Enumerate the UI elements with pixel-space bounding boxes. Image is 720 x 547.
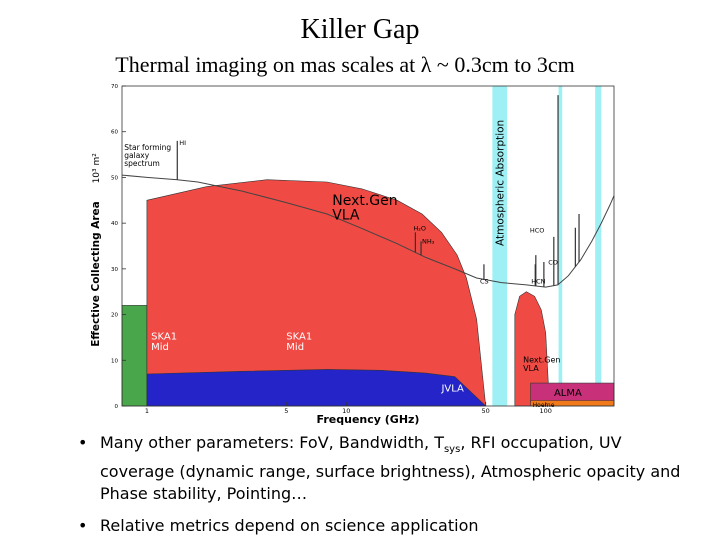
region-label: Next.Gen VLA: [523, 356, 560, 373]
region-label: Star forming galaxy spectrum: [124, 143, 171, 168]
region-label: JVLA: [440, 383, 464, 394]
bullet-item: Relative metrics depend on science appli…: [78, 515, 698, 537]
spectral-line-label: CS: [480, 278, 489, 286]
spectral-line-label: H₂O: [413, 224, 426, 232]
instrument-region: [121, 305, 148, 407]
x-tick-label: 5: [284, 407, 288, 415]
bullet-item: Many other parameters: FoV, Bandwidth, T…: [78, 432, 698, 505]
region-label: ALMA: [554, 388, 582, 399]
atmospheric-bands: Atmospheric Absorption: [492, 86, 602, 406]
spectral-line-label: HCN: [531, 278, 545, 286]
atmospheric-band: [558, 86, 563, 406]
slide-subtitle: Thermal imaging on mas scales at λ ~ 0.3…: [115, 52, 575, 77]
slide-title: Killer Gap: [300, 14, 420, 45]
plot-frame: [121, 85, 615, 407]
y-tick-label: 0: [115, 404, 119, 410]
chart-axes: 0 10 20 30 40 50 60 70 1 5 10 50 100 Frequency (GHz) E…: [90, 84, 615, 426]
y-tick-label: 40: [111, 221, 118, 227]
y-tick-label: 50: [111, 175, 118, 181]
bullet-text: , RFI occupation, UV coverage (dynamic r…: [100, 433, 681, 504]
region-label: SKA1 Mid: [151, 332, 177, 354]
y-tick-label: 20: [111, 313, 118, 319]
bullet-text: Many other parameters: FoV, Bandwidth, T: [100, 433, 444, 452]
galaxy-spectrum: HI H₂O NH₃ CS HCN HCO CO: [121, 95, 615, 288]
y-tick-label: 10: [111, 358, 118, 364]
collecting-area-chart: Atmospheric Absorption HI H₂O NH₃ CS HCN HCO C…: [90, 84, 615, 426]
region-label: SKA1 Mid: [286, 332, 312, 354]
atmospheric-absorption-label: Atmospheric Absorption: [495, 120, 507, 246]
x-axis-label: Frequency (GHz): [317, 413, 420, 426]
y-axis-unit: 10³ m²: [92, 153, 102, 184]
bullet-list: Many other parameters: FoV, Bandwidth, T…: [78, 432, 698, 547]
y-tick-label: 30: [111, 267, 118, 273]
y-tick-label: 60: [111, 130, 118, 136]
spectral-line-label: HI: [179, 139, 186, 147]
instrument-regions: [121, 179, 615, 407]
region-label: Hoerne: [533, 402, 555, 409]
x-tick-label: 10: [342, 407, 350, 415]
region-label: Next.Gen VLA: [332, 193, 397, 224]
atmospheric-band: [492, 86, 508, 406]
bullet-subscript: sys: [443, 444, 461, 456]
spectral-line-label: NH₃: [422, 237, 435, 245]
spectral-line-label: HCO: [530, 226, 545, 234]
x-tick-label: 1: [145, 407, 149, 415]
chart-labels: SKA1 Mid SKA1 Mid Next.Gen VLA JVLA Next.Gen VLA…: [124, 143, 582, 409]
bullet-text: Relative metrics depend on science appli…: [100, 516, 479, 536]
x-tick-label: 50: [482, 407, 490, 415]
spectrum-curve: [121, 174, 615, 288]
instrument-region: [146, 369, 487, 407]
y-tick-label: 70: [111, 84, 118, 90]
y-axis-label: Effective Collecting Area: [90, 201, 102, 347]
atmospheric-band: [595, 86, 602, 406]
x-tick-label: 100: [540, 407, 552, 415]
spectral-line-label: CO: [548, 258, 558, 266]
